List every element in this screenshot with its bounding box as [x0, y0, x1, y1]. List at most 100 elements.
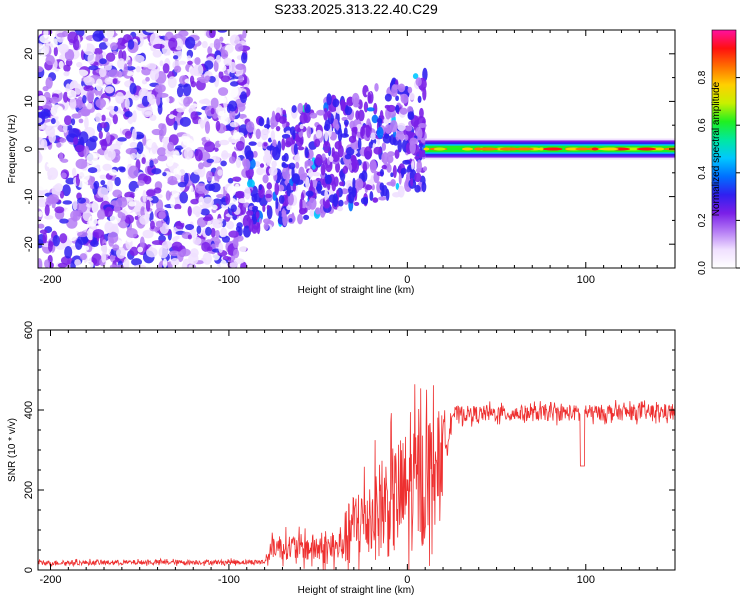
spectrogram-cell: [248, 141, 257, 146]
spectrogram-cell: [133, 54, 145, 63]
spectrogram-cell: [373, 146, 382, 155]
spectrogram-cell: [107, 37, 119, 45]
spectrogram-cell: [98, 130, 103, 140]
spectrogram-cell: [201, 40, 208, 49]
spectrogram-cell: [416, 159, 422, 173]
spectrogram-cell: [303, 214, 310, 220]
spectrogram-cell: [241, 52, 248, 64]
spectrogram-cell: [100, 139, 108, 151]
spectrogram-cell: [227, 185, 237, 197]
spectrogram-cell: [323, 140, 331, 154]
spectrogram-cell: [216, 194, 225, 199]
spectrogram-cell: [190, 111, 199, 121]
spectrogram-cell: [172, 208, 184, 218]
spectrogram-cell: [177, 181, 187, 188]
spectrogram-cell: [246, 179, 255, 189]
spectrogram-cell: [98, 42, 108, 50]
spectrogram-cell: [367, 91, 372, 104]
spectrogram-cell: [119, 166, 126, 173]
spectrogram-cell: [61, 30, 69, 37]
spectrogram-cell: [78, 118, 84, 124]
spectrogram-cell: [327, 110, 332, 119]
spectrogram-cell: [116, 247, 126, 259]
spectrogram-cell: [252, 150, 258, 158]
spectrogram-cell: [59, 218, 69, 224]
spectrogram-cell: [113, 105, 119, 112]
spectrogram-cell: [139, 214, 150, 225]
spectrogram-cell: [575, 147, 591, 151]
spectrogram-cell: [77, 96, 84, 109]
y-tick-label: 20: [23, 48, 35, 60]
spectrogram-cell: [125, 147, 138, 155]
spectrogram-cell: [112, 189, 123, 198]
spectrogram-cell: [146, 247, 158, 258]
spectrogram-cell: [315, 154, 323, 166]
spectrogram-cell: [106, 179, 113, 192]
spectrogram-cell: [74, 259, 81, 266]
spectrogram-cell: [265, 193, 272, 199]
spectrogram-cell: [115, 37, 127, 50]
spectrogram-cell: [390, 172, 394, 178]
spectrogram-cell: [91, 200, 100, 214]
snr-panel: -200 -100 0 100 0 200 400 600 Height of straig…: [7, 321, 676, 596]
spectrogram-cell: [153, 43, 165, 50]
spectrogram-cell: [304, 106, 310, 114]
spectrogram-cell: [198, 99, 211, 105]
spectrogram-cell: [114, 176, 121, 187]
spectrogram-cell: [188, 264, 194, 268]
spectrogram-cell: [216, 218, 224, 223]
spectrogram-cell: [82, 94, 87, 104]
spectrogram-cell: [316, 180, 322, 194]
spectrogram-cell: [274, 181, 280, 196]
spectrogram-cell: [76, 61, 83, 68]
spectrogram-cell: [598, 147, 619, 151]
spectrogram-cell: [104, 86, 115, 94]
snr-y-ticks: 0 200 400 600: [23, 321, 675, 573]
spectrogram-cell: [161, 123, 167, 136]
x-tick-label: -100: [218, 574, 240, 586]
spectrogram-cell: [75, 144, 85, 152]
spectrogram-cell: [268, 166, 278, 176]
spectrogram-cell: [183, 147, 194, 160]
spectrogram-cell: [335, 161, 341, 173]
spectrogram-cell: [219, 36, 224, 42]
spectrogram-cell: [158, 211, 166, 220]
spectrogram-cell: [291, 105, 297, 113]
spectrogram-cell: [194, 149, 203, 162]
spectrogram-cell: [266, 205, 270, 210]
spectrogram-cell: [204, 121, 211, 134]
spectrogram-cell: [98, 67, 107, 78]
spectrogram-cell: [107, 69, 120, 78]
spectrogram-cell: [140, 90, 150, 97]
spectrogram-cell: [309, 112, 318, 119]
spectrogram-cell: [258, 184, 263, 191]
spectrogram-cell: [294, 154, 301, 163]
spectrogram-cell: [332, 98, 340, 108]
spectrogram-cell: [353, 201, 360, 207]
spectrogram-cell: [202, 196, 214, 208]
spectrogram-cell: [223, 57, 232, 66]
spectrogram-cell: [304, 147, 309, 158]
spectrogram-cell: [187, 205, 192, 217]
spectrogram-cell: [263, 222, 269, 231]
spectrogram-cell: [150, 195, 159, 204]
spectrogram-cell: [211, 87, 217, 97]
spectrogram-cell: [198, 131, 205, 138]
spectrogram-x-ticks: -200 -100 0 100: [39, 30, 676, 286]
spectrogram-cell: [150, 220, 155, 230]
spectrogram-cell: [262, 174, 269, 184]
spectrogram-cell: [47, 193, 59, 204]
spectrogram-cell: [45, 76, 53, 89]
spectrogram-cell: [38, 95, 47, 107]
spectrogram-cell: [248, 218, 254, 232]
spectrogram-cell: [195, 183, 207, 194]
spectrogram-cell: [101, 114, 106, 122]
spectrogram-cell: [229, 34, 240, 46]
spectrogram-cell: [168, 114, 175, 119]
spectrogram-cell: [84, 116, 89, 130]
colorbar-tick-label: 0.4: [697, 165, 708, 179]
spectrogram-cell: [381, 151, 389, 164]
spectrogram-cell: [289, 126, 296, 136]
spectrogram-cell: [271, 160, 277, 168]
spectrogram-cell: [38, 138, 45, 149]
